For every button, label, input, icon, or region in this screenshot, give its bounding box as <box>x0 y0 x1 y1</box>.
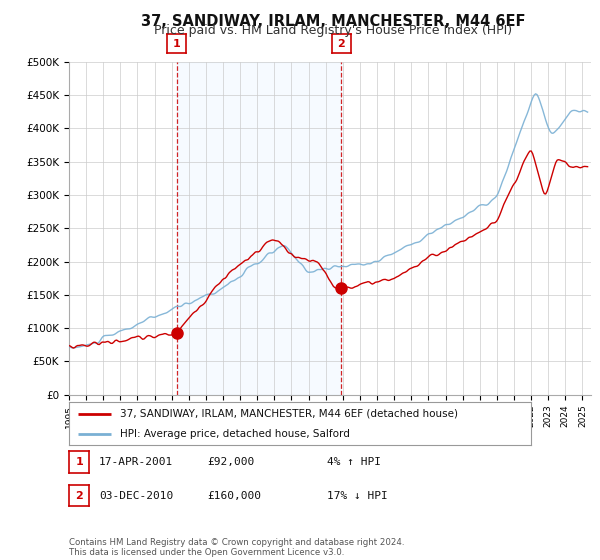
Text: Price paid vs. HM Land Registry's House Price Index (HPI): Price paid vs. HM Land Registry's House … <box>154 24 512 37</box>
Text: 1: 1 <box>173 39 181 49</box>
Text: 1: 1 <box>76 457 83 467</box>
Text: 03-DEC-2010: 03-DEC-2010 <box>99 491 173 501</box>
Text: Contains HM Land Registry data © Crown copyright and database right 2024.
This d: Contains HM Land Registry data © Crown c… <box>69 538 404 557</box>
Text: 4% ↑ HPI: 4% ↑ HPI <box>327 457 381 467</box>
Bar <box>176 62 341 395</box>
Text: £160,000: £160,000 <box>207 491 261 501</box>
Text: HPI: Average price, detached house, Salford: HPI: Average price, detached house, Salf… <box>120 430 350 439</box>
Text: 37, SANDIWAY, IRLAM, MANCHESTER, M44 6EF (detached house): 37, SANDIWAY, IRLAM, MANCHESTER, M44 6EF… <box>120 409 458 419</box>
Text: £92,000: £92,000 <box>207 457 254 467</box>
Text: 37, SANDIWAY, IRLAM, MANCHESTER, M44 6EF: 37, SANDIWAY, IRLAM, MANCHESTER, M44 6EF <box>141 14 525 29</box>
Text: 17% ↓ HPI: 17% ↓ HPI <box>327 491 388 501</box>
Text: 2: 2 <box>338 39 346 49</box>
Text: 2: 2 <box>76 491 83 501</box>
Text: 17-APR-2001: 17-APR-2001 <box>99 457 173 467</box>
